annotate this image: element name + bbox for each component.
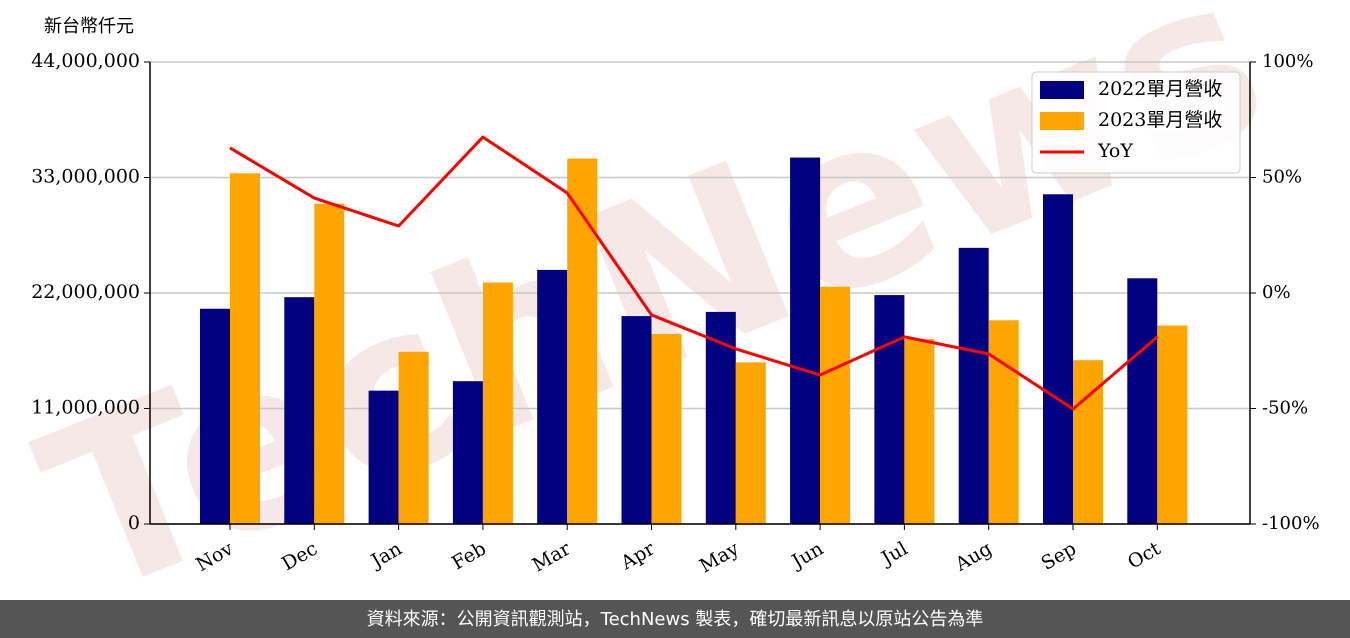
y-tick-label: 11,000,000 [31,397,140,419]
y2-tick-label: -100% [1262,513,1320,534]
bar [537,269,568,524]
y-axis-unit: 新台幣仟元 [44,16,134,37]
legend-label: 2023單月營收 [1098,109,1222,131]
bar [1157,325,1188,524]
y2-tick-label: 0% [1262,282,1291,303]
bar [904,339,935,524]
bar [368,390,399,524]
bar [790,157,821,525]
y2-tick-label: -50% [1262,398,1308,419]
legend-label: YoY [1097,140,1133,162]
bar [958,247,989,524]
y-tick-label: 44,000,000 [31,50,140,72]
line-series [229,135,1159,411]
footer-bar [0,600,1350,638]
y-tick-label: 0 [128,512,140,534]
bar [1043,194,1073,525]
bar [482,282,513,524]
bar [200,308,230,524]
bar [1073,360,1103,524]
bar [874,295,905,524]
legend-swatch [1040,81,1084,99]
legend-swatch [1040,112,1084,130]
bar [398,351,429,524]
bar [284,297,315,524]
bar [621,316,652,524]
bar [651,333,682,524]
legend-label: 2022單月營收 [1098,78,1222,100]
bar [230,173,260,525]
y2-tick-label: 100% [1262,51,1313,72]
bar [314,203,345,524]
bar [452,381,483,524]
bar [820,286,851,524]
y-tick-label: 22,000,000 [31,281,140,303]
bar [988,320,1019,524]
bar [1127,278,1158,524]
footer-text: 資料來源：公開資訊觀測站，TechNews 製表，確切最新訊息以原站公告為準 [367,609,984,630]
bar [735,362,766,524]
y2-tick-label: 50% [1262,167,1302,188]
bar [567,158,598,524]
y-tick-label: 33,000,000 [31,166,140,188]
